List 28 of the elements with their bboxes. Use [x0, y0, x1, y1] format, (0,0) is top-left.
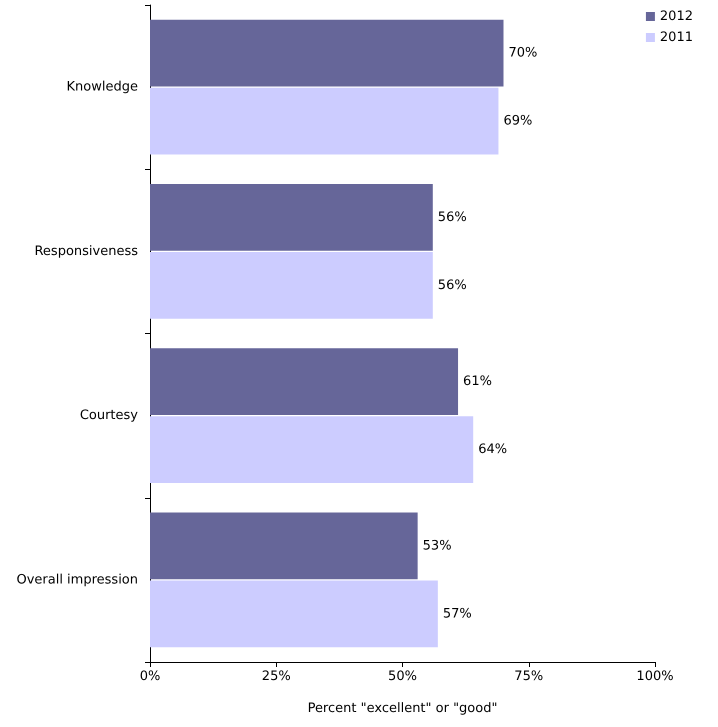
data-label: 53% — [422, 538, 452, 554]
x-tick-label: 75% — [514, 669, 544, 684]
data-label: 70% — [508, 46, 538, 61]
legend-label: 2011 — [660, 30, 694, 45]
bar — [150, 88, 498, 154]
bar — [150, 20, 504, 86]
data-label: 57% — [442, 606, 472, 622]
bar — [150, 252, 433, 319]
y-tick-label: Overall impression — [16, 572, 138, 588]
x-tick-label: 25% — [262, 669, 291, 684]
y-tick-label: Knowledge — [66, 80, 138, 95]
data-label: 69% — [503, 114, 532, 129]
x-axis-title: Percent "excellent" or "good" — [308, 701, 498, 716]
bar — [150, 580, 438, 648]
bar — [150, 184, 433, 251]
bar — [150, 512, 418, 580]
bar — [150, 416, 474, 483]
data-label: 64% — [478, 442, 508, 458]
bar — [150, 348, 458, 415]
legend-label: 2012 — [660, 9, 694, 24]
data-label: 56% — [438, 278, 467, 293]
x-tick-label: 100% — [636, 669, 674, 684]
x-tick-label: 0% — [140, 669, 160, 684]
y-tick-label: Courtesy — [80, 408, 138, 424]
y-tick-label: Responsiveness — [34, 244, 138, 259]
x-tick-label: 50% — [388, 669, 417, 684]
data-label: 56% — [438, 210, 467, 225]
data-label: 61% — [463, 374, 492, 390]
